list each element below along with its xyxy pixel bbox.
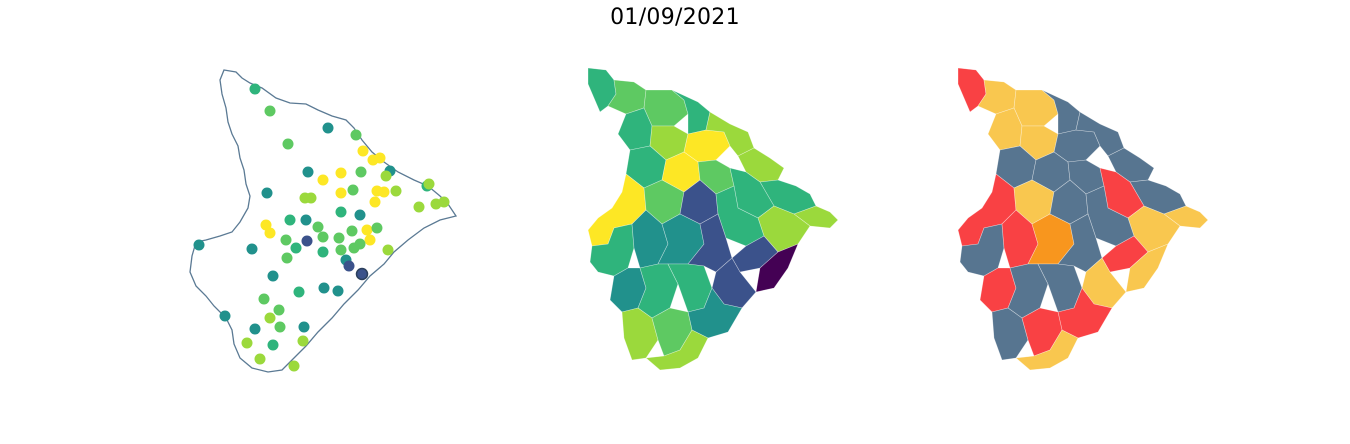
station-point [390, 185, 402, 197]
station-point [312, 221, 324, 233]
station-point [374, 152, 386, 164]
station-point [267, 339, 279, 351]
station-point [317, 174, 329, 186]
station-point [298, 321, 310, 333]
station-point [317, 246, 329, 258]
station-point [300, 214, 312, 226]
station-point [348, 242, 360, 254]
station-point [267, 270, 279, 282]
station-point [280, 234, 292, 246]
station-point [301, 235, 313, 247]
map-categories [957, 67, 1209, 371]
station-point [333, 232, 345, 244]
municipality-region [621, 307, 659, 361]
station-point [290, 242, 302, 254]
station-point [371, 185, 383, 197]
municipality-region [987, 107, 1023, 151]
station-point [364, 234, 376, 246]
station-point [322, 122, 334, 134]
station-point [241, 337, 253, 349]
station-point [273, 304, 285, 316]
station-point [380, 170, 392, 182]
station-point [382, 244, 394, 256]
figure-title: 01/09/2021 [610, 5, 740, 30]
station-point [335, 187, 347, 199]
municipality-region [645, 329, 709, 371]
station-point [249, 83, 261, 95]
municipality-region [589, 223, 635, 277]
station-point [335, 244, 347, 256]
station-point [335, 206, 347, 218]
station-point [264, 312, 276, 324]
station-point [357, 145, 369, 157]
station-point [274, 321, 286, 333]
municipality-region [991, 307, 1029, 361]
station-point [264, 105, 276, 117]
station-point [305, 192, 317, 204]
station-point [346, 225, 358, 237]
station-point [246, 243, 258, 255]
station-point [350, 129, 362, 141]
station-point [361, 224, 373, 236]
station-point [343, 260, 355, 272]
station-point [264, 227, 276, 239]
station-point [254, 353, 266, 365]
station-point [261, 187, 273, 199]
station-point [297, 335, 309, 347]
station-point [423, 178, 435, 190]
station-point [249, 323, 261, 335]
municipality-region [1015, 329, 1079, 371]
station-point [193, 239, 205, 251]
station-point [371, 222, 383, 234]
station-point [335, 167, 347, 179]
map-viridis [587, 67, 839, 371]
station-point [369, 196, 381, 208]
station-point [332, 285, 344, 297]
station-point [258, 293, 270, 305]
station-point [347, 184, 359, 196]
municipality-region [959, 223, 1005, 277]
station-point [413, 201, 425, 213]
map-stations [189, 69, 458, 373]
station-point [288, 360, 300, 372]
station-point [318, 282, 330, 294]
station-point [293, 286, 305, 298]
station-point [219, 310, 231, 322]
station-point [354, 209, 366, 221]
municipality-region [617, 107, 653, 151]
state-outline [189, 69, 458, 373]
station-point [302, 166, 314, 178]
station-point [284, 214, 296, 226]
station-point [282, 138, 294, 150]
station-point [438, 196, 450, 208]
station-point [317, 231, 329, 243]
station-point [355, 267, 369, 281]
station-point [355, 166, 367, 178]
station-point [281, 252, 293, 264]
